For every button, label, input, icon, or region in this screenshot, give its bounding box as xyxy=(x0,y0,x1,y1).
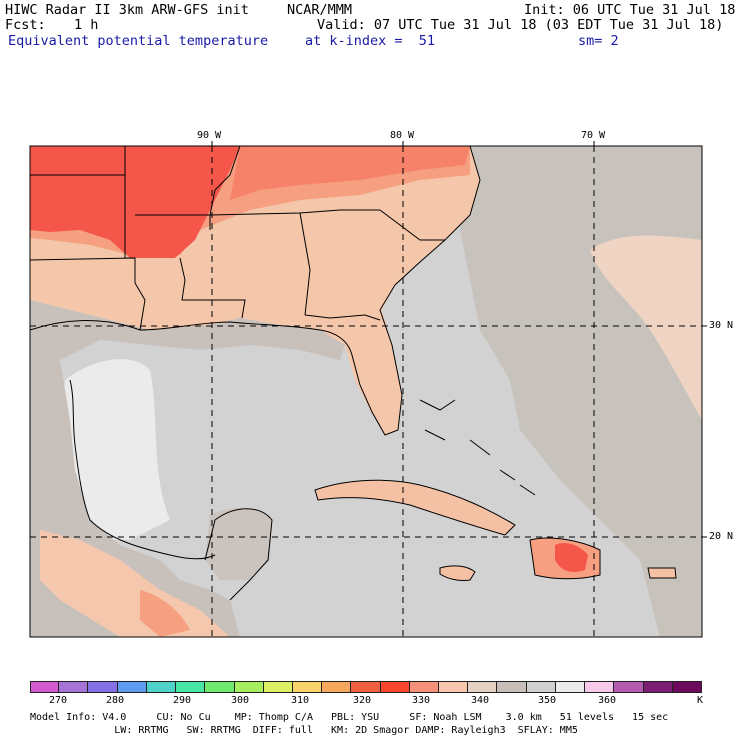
colorbar-tick-label: 360 xyxy=(597,695,617,706)
model-info-line1: Model Info: V4.0 CU: No Cu MP: Thomp C/A… xyxy=(30,712,669,723)
central-america-hot xyxy=(140,590,190,637)
colorbar-swatch xyxy=(30,681,60,693)
colorbar-swatch xyxy=(322,681,352,693)
field-name: Equivalent potential temperature xyxy=(8,33,269,49)
colorbar-swatch xyxy=(263,681,293,693)
jamaica xyxy=(440,565,475,581)
lon-label-70w: 70 W xyxy=(581,130,606,141)
smoothing-info: sm= 2 xyxy=(578,33,619,49)
colorbar-tick-label: 310 xyxy=(290,695,310,706)
fcst-label: Fcst: xyxy=(5,17,46,33)
cuba xyxy=(315,480,515,535)
colorbar-swatch xyxy=(409,681,440,693)
graticule xyxy=(30,146,702,637)
colorbar-tick-label: 330 xyxy=(411,695,431,706)
level-info: at k-index = 51 xyxy=(305,33,436,49)
colorbar-tick-label: 340 xyxy=(470,695,490,706)
map-frame xyxy=(29,145,703,638)
puerto-rico xyxy=(648,568,676,578)
florida xyxy=(350,325,402,435)
model-title: HIWC Radar II 3km ARW-GFS init xyxy=(5,2,249,18)
colorbar-swatch xyxy=(526,681,556,693)
hispaniola-hot xyxy=(555,543,588,572)
fcst-value: 1 h xyxy=(74,17,99,33)
lat-label-20n: 20 N xyxy=(709,531,734,542)
colorbar-swatch xyxy=(292,681,323,693)
colorbar-swatch xyxy=(351,681,381,693)
atlantic-warm-patch xyxy=(590,235,702,420)
mexico-warm xyxy=(40,530,230,637)
colorbar-swatch xyxy=(146,681,177,693)
boundaries xyxy=(30,146,677,601)
colorbar-tick-label: 350 xyxy=(537,695,557,706)
colorbar-tick-label: 270 xyxy=(48,695,68,706)
colorbar-swatch xyxy=(643,681,673,693)
axis-ticks xyxy=(211,141,707,538)
model-info-line2: LW: RRTMG SW: RRTMG DIFF: full KM: 2D Sm… xyxy=(30,725,578,736)
lon-label-80w: 80 W xyxy=(390,130,415,141)
colorbar-frame xyxy=(30,681,702,693)
colorbar-tick-label: 280 xyxy=(105,695,125,706)
colorbar-swatch xyxy=(205,681,235,693)
colorbar-swatch xyxy=(555,681,586,693)
colorbar-tick-label: 290 xyxy=(172,695,192,706)
colorbar-tick-label: 300 xyxy=(230,695,250,706)
org-label: NCAR/MMM xyxy=(287,2,353,18)
yucatan xyxy=(205,508,272,580)
colorbar-swatch xyxy=(380,681,410,693)
land-hot-east xyxy=(230,146,470,200)
init-time: Init: 06 UTC Tue 31 Jul 18 xyxy=(524,2,736,18)
colorbar-tick-label: 320 xyxy=(352,695,372,706)
colorbar-swatch xyxy=(468,681,498,693)
colorbar-swatch xyxy=(614,681,644,693)
gulf-coast-shading xyxy=(30,300,345,380)
colorbar-swatch xyxy=(176,681,206,693)
lat-label-30n: 30 N xyxy=(709,320,734,331)
colorbar-swatch xyxy=(59,681,89,693)
colorbar-swatch xyxy=(234,681,264,693)
western-gulf-light xyxy=(60,359,170,540)
land-hottest xyxy=(30,146,240,258)
colorbar-tick-label: K xyxy=(696,695,704,706)
colorbar-swatch xyxy=(117,681,147,693)
valid-time: Valid: 07 UTC Tue 31 Jul 18 (03 EDT Tue … xyxy=(317,17,724,33)
lon-label-90w: 90 W xyxy=(197,130,222,141)
colorbar-swatch xyxy=(497,681,527,693)
colorbar-swatch xyxy=(585,681,615,693)
colorbar-swatch xyxy=(88,681,118,693)
colorbar-swatch xyxy=(439,681,469,693)
